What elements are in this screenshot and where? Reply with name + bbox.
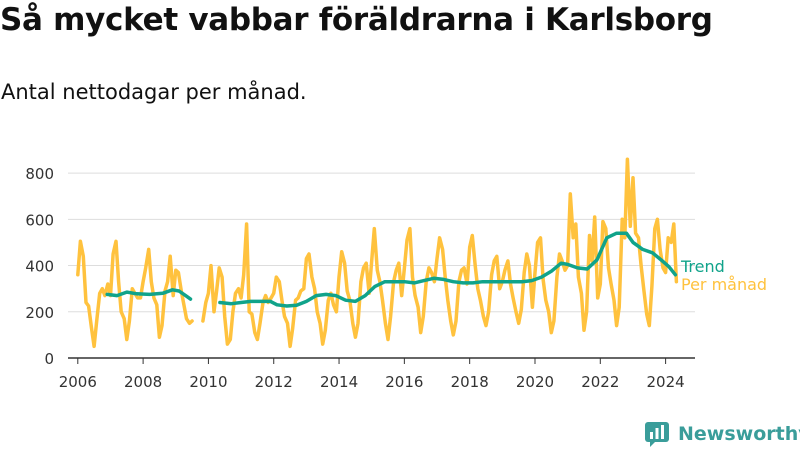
newsworthy-logo-icon bbox=[645, 422, 669, 447]
x-tick-label: 2014 bbox=[320, 373, 358, 391]
series-lines bbox=[76, 157, 679, 349]
x-tick-label: 2012 bbox=[255, 373, 293, 391]
chart-title: Så mycket vabbar föräldrarna i Karlsborg bbox=[0, 2, 713, 38]
brand-logo: Newsworthy bbox=[644, 420, 800, 448]
x-tick-label: 2010 bbox=[189, 373, 227, 391]
x-tick-label: 2022 bbox=[581, 373, 619, 391]
series-line-trend bbox=[105, 288, 193, 301]
x-tick-label: 2018 bbox=[451, 373, 489, 391]
x-tick-label: 2016 bbox=[385, 373, 423, 391]
end-label-trend: Trend bbox=[680, 257, 725, 276]
x-axis: 2006 2008 2010 2012 2014 2016 2018 2020 2022 2024 bbox=[59, 357, 695, 391]
y-tick-label: 0 bbox=[44, 350, 54, 368]
chart-subtitle: Antal nettodagar per månad. bbox=[1, 80, 307, 104]
series-line-per-manad bbox=[76, 157, 679, 349]
x-tick-label: 2008 bbox=[124, 373, 162, 391]
y-tick-label: 200 bbox=[25, 304, 54, 322]
x-tick-label: 2020 bbox=[516, 373, 554, 391]
x-tick-label: 2006 bbox=[59, 373, 97, 391]
y-tick-label: 400 bbox=[25, 258, 54, 276]
y-axis: 0 200 400 600 800 bbox=[25, 165, 54, 368]
end-label-per-manad: Per månad bbox=[681, 275, 767, 294]
y-tick-label: 800 bbox=[25, 165, 54, 183]
y-tick-label: 600 bbox=[25, 211, 54, 229]
brand-name: Newsworthy bbox=[678, 423, 800, 445]
x-tick-label: 2024 bbox=[647, 373, 685, 391]
